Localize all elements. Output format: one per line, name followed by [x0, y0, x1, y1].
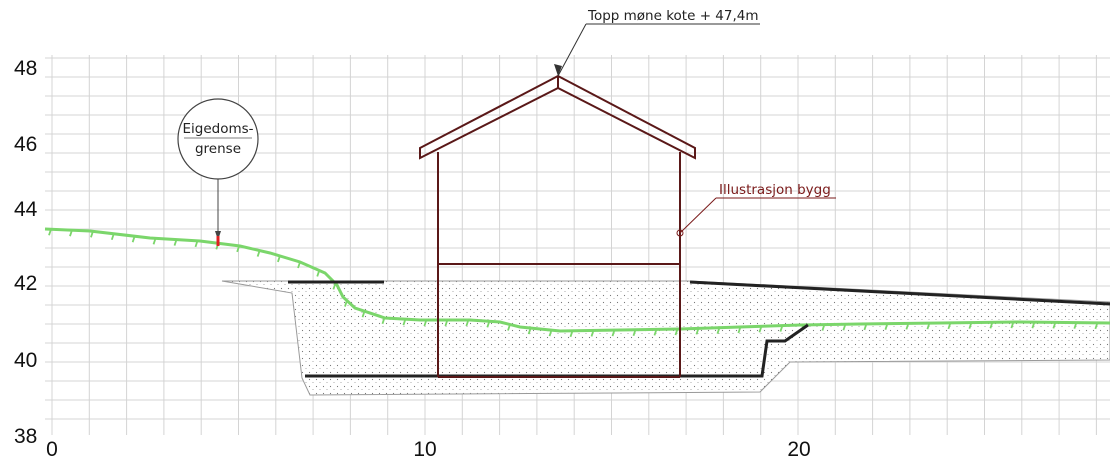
ridge-label: Topp møne kote + 47,4m — [587, 8, 759, 24]
y-tick-label: 38 — [14, 425, 37, 448]
terrain-tick — [548, 329, 553, 337]
terrain-tick — [821, 324, 826, 331]
existing-terrain-line — [44, 227, 1110, 338]
terrain-tick — [947, 322, 952, 330]
terrain-tick — [344, 300, 348, 307]
terrain-tick — [905, 323, 910, 330]
terrain-tick — [297, 261, 301, 269]
y-tick-label: 48 — [14, 57, 37, 80]
terrain-tick — [173, 239, 178, 246]
terrain-tick — [695, 328, 700, 335]
terrain-tick — [332, 283, 337, 290]
terrain-tick — [152, 238, 157, 245]
terrain-tick — [527, 327, 532, 335]
terrain-tick — [381, 317, 386, 325]
terrain-tick — [653, 329, 658, 336]
x-axis-labels: 0 10 20 — [46, 438, 811, 459]
terrain-tick — [277, 255, 281, 263]
terrain-tick — [465, 319, 470, 327]
terrain-tick — [863, 323, 868, 331]
terrain-tick — [968, 322, 973, 329]
y-tick-label: 42 — [14, 272, 37, 295]
terrain-tick — [779, 325, 784, 332]
terrain-tick — [444, 319, 449, 327]
terrain-tick — [110, 233, 115, 241]
ridge-annotation: Topp møne kote + 47,4m — [554, 8, 760, 77]
terrain-tick — [842, 323, 847, 331]
x-tick-label: 20 — [787, 438, 810, 459]
terrain-tick — [926, 322, 931, 330]
building-label: Illustrasjon bygg — [719, 182, 831, 198]
y-tick-label: 44 — [14, 198, 38, 221]
building-annotation: Illustrasjon bygg — [676, 182, 836, 237]
terrain-tick — [236, 245, 241, 253]
terrain-tick — [423, 319, 428, 327]
terrain-tick — [1052, 322, 1057, 329]
terrain-tick — [69, 229, 73, 237]
terrain-tick — [1010, 321, 1015, 329]
y-axis-labels: 48 46 44 42 40 38 — [14, 57, 38, 448]
terrain-tick — [590, 330, 595, 337]
terrain-tick — [1073, 322, 1078, 329]
terrain-tick — [194, 240, 199, 248]
terrain-tick — [361, 310, 366, 318]
terrain-tick — [674, 328, 679, 336]
x-tick-label: 0 — [46, 438, 58, 459]
terrain-tick — [48, 228, 52, 236]
terrain-tick — [569, 330, 574, 338]
property-line-label-2: grense — [195, 141, 241, 157]
terrain-tick — [1031, 321, 1036, 329]
terrain-tick — [256, 250, 261, 257]
terrain-tick — [737, 326, 742, 334]
terrain-tick — [611, 329, 616, 337]
terrain-tick — [131, 235, 136, 243]
terrain-tick — [989, 322, 994, 329]
y-tick-label: 46 — [14, 133, 37, 156]
terrain-tick — [884, 323, 889, 330]
y-tick-label: 40 — [14, 349, 37, 372]
terrain-tick — [402, 318, 407, 326]
terrain-tick — [486, 321, 491, 328]
terrain-tick — [632, 329, 637, 337]
terrain-tick — [758, 326, 763, 333]
terrain-tick — [1094, 322, 1099, 330]
property-line-label-1: Eigedoms- — [182, 121, 253, 137]
terrain-tick — [716, 327, 721, 334]
terrain-tick — [316, 270, 321, 277]
terrain-tick — [90, 231, 94, 238]
x-tick-label: 10 — [413, 438, 436, 459]
terrain-tick — [507, 324, 511, 331]
property-line-annotation: Eigedoms- grense — [177, 98, 259, 246]
